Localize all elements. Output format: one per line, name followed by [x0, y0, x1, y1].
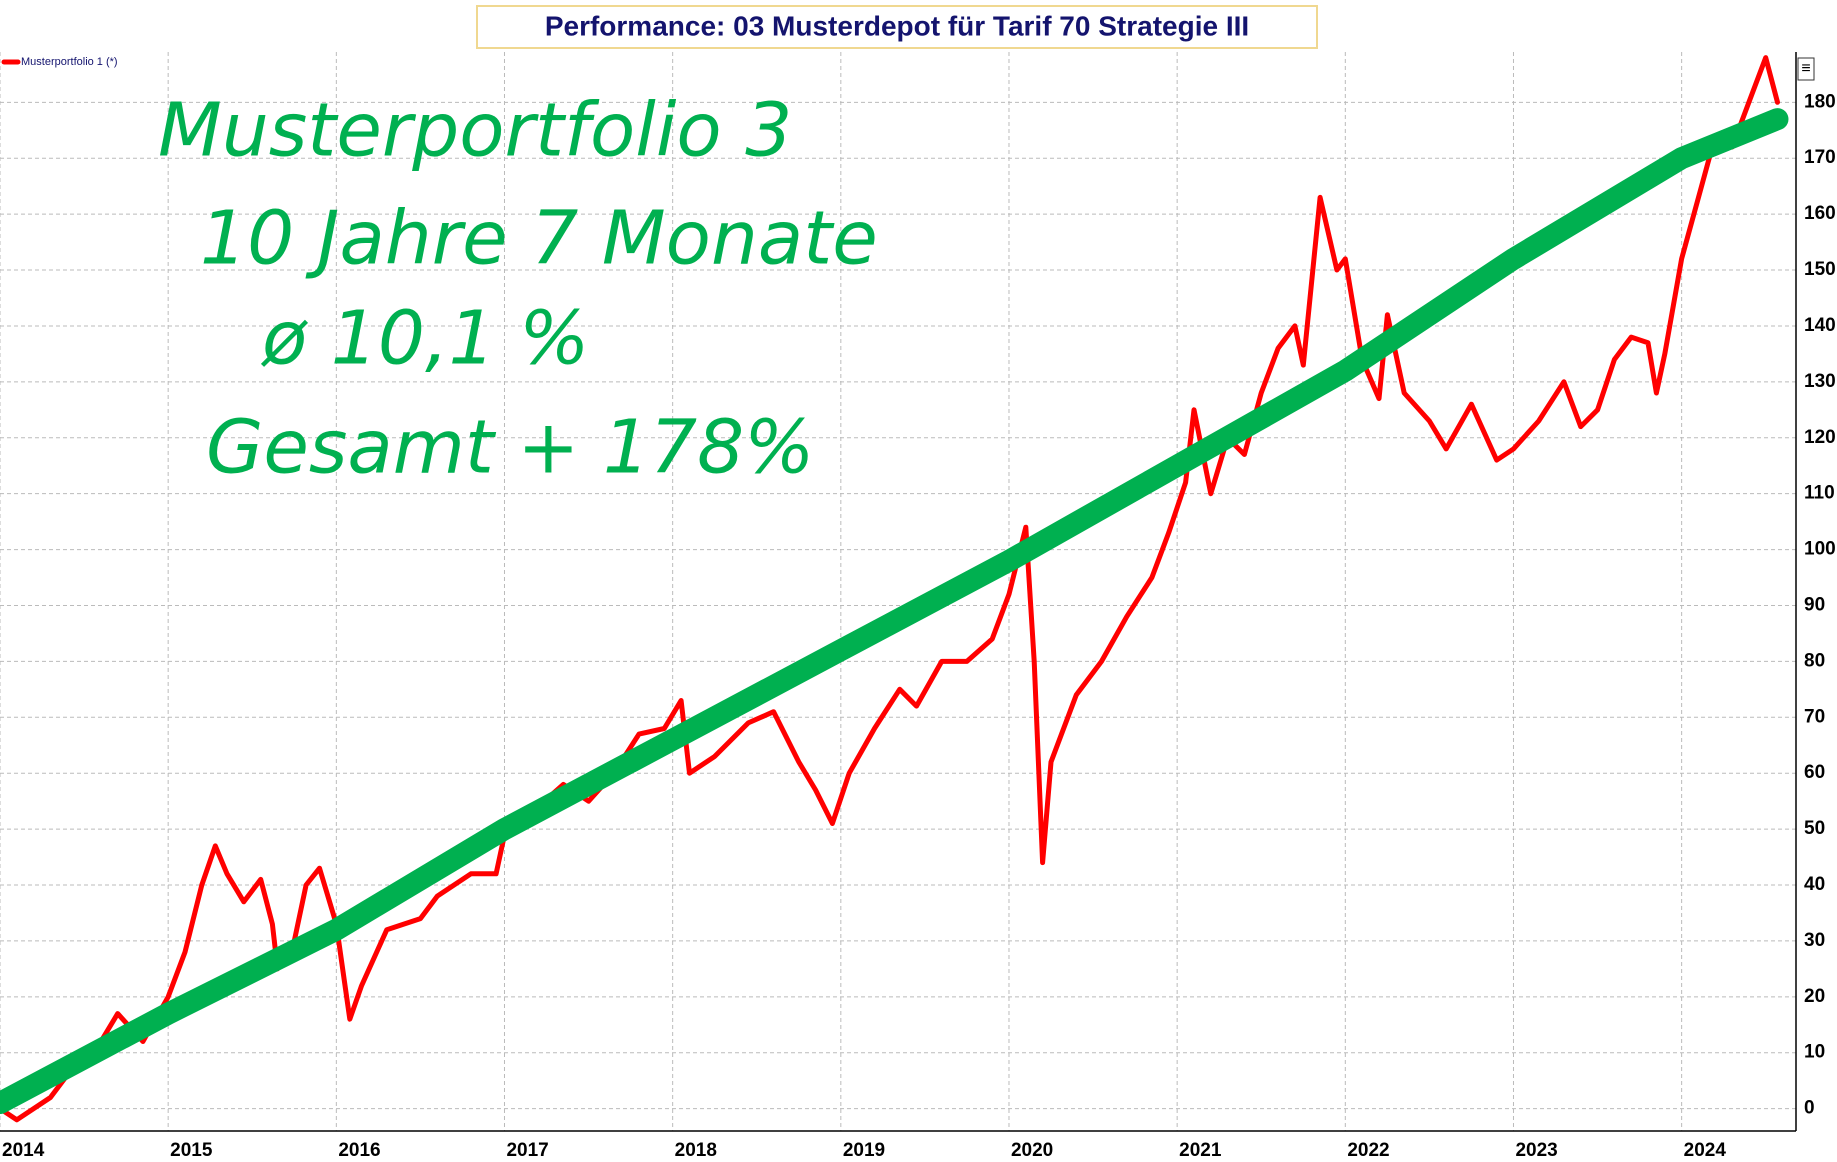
x-tick-label: 2023 — [1515, 1140, 1557, 1161]
x-tick-label: 2015 — [170, 1140, 213, 1161]
x-tick-label: 2021 — [1179, 1140, 1222, 1161]
menu-button[interactable] — [1797, 57, 1815, 81]
y-tick-label: 70 — [1804, 706, 1825, 727]
title-box — [476, 5, 1318, 49]
annotation: Musterportfolio 3 — [158, 88, 792, 174]
x-tick-label: 2014 — [2, 1140, 45, 1161]
y-tick-label: 130 — [1804, 371, 1836, 392]
x-tick-label: 2017 — [506, 1140, 548, 1161]
x-tick-label: 2019 — [843, 1140, 885, 1161]
x-tick-label: 2020 — [1011, 1140, 1053, 1161]
y-tick-label: 50 — [1804, 818, 1825, 839]
y-tick-label: 140 — [1804, 315, 1836, 336]
x-tick-label: 2018 — [675, 1140, 717, 1161]
annotation: 10 Jahre 7 Monate — [200, 196, 878, 282]
y-tick-label: 110 — [1804, 483, 1835, 504]
y-tick-label: 170 — [1804, 147, 1836, 168]
annotation: ø 10,1 % — [260, 296, 589, 382]
y-tick-label: 20 — [1804, 986, 1825, 1007]
y-tick-label: 100 — [1804, 539, 1836, 560]
x-tick-label: 2024 — [1684, 1140, 1727, 1161]
y-tick-label: 10 — [1804, 1042, 1825, 1063]
x-tick-label: 2016 — [338, 1140, 380, 1161]
x-tick-label: 2022 — [1347, 1140, 1389, 1161]
legend-label: Musterportfolio 1 (*) — [21, 56, 118, 68]
y-tick-label: 120 — [1804, 427, 1836, 448]
menu-icon[interactable]: ≡ — [1801, 60, 1810, 77]
y-tick-label: 0 — [1804, 1098, 1815, 1119]
y-tick-label: 160 — [1804, 203, 1836, 224]
y-tick-label: 180 — [1804, 91, 1836, 112]
y-tick-label: 80 — [1804, 650, 1825, 671]
y-tick-label: 90 — [1804, 594, 1825, 615]
y-tick-label: 60 — [1804, 762, 1825, 783]
y-tick-label: 150 — [1804, 259, 1836, 280]
trend-line — [0, 108, 1789, 1114]
chart-title: Performance: 03 Musterdepot für Tarif 70… — [545, 10, 1249, 41]
y-tick-label: 30 — [1804, 930, 1825, 951]
annotation: Gesamt + 178% — [206, 405, 814, 491]
y-tick-label: 40 — [1804, 874, 1825, 895]
